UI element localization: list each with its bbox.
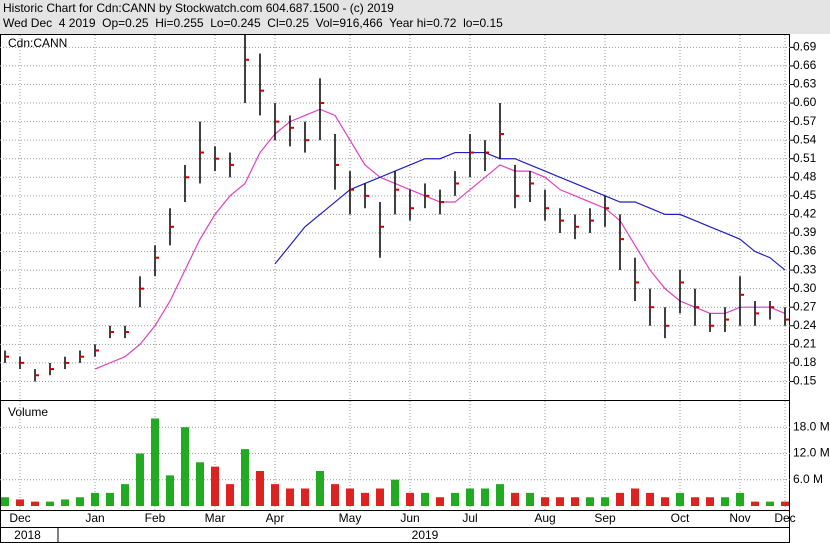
- volume-bar: [181, 427, 189, 506]
- year-label: 2019: [412, 528, 439, 542]
- y-tick-label: 18.0 M: [793, 419, 830, 433]
- volume-bar: [526, 492, 534, 506]
- volume-bar: [61, 499, 69, 506]
- y-tick-label: 0.51: [793, 151, 817, 165]
- x-tick-label: Oct: [671, 511, 690, 525]
- volume-bar: [631, 488, 639, 506]
- volume-bar: [496, 484, 504, 506]
- volume-bar: [391, 479, 399, 506]
- x-tick-label: Sep: [594, 511, 616, 525]
- x-tick-label: Dec: [774, 511, 795, 525]
- moving-average: [274, 151, 786, 271]
- y-tick-label: 0.54: [793, 132, 817, 146]
- volume-bar: [451, 492, 459, 506]
- volume-bar: [376, 488, 384, 506]
- x-tick-label: Dec: [9, 511, 30, 525]
- volume-bar: [691, 497, 699, 506]
- y-tick-label: 0.69: [793, 40, 817, 54]
- volume-bar: [466, 488, 474, 506]
- x-tick-label: Feb: [145, 511, 166, 525]
- volume-bar: [646, 492, 654, 506]
- volume-bar: [136, 453, 144, 506]
- volume-bar: [781, 501, 789, 506]
- x-tick-label: Jan: [85, 511, 104, 525]
- y-tick-label: 0.21: [793, 336, 817, 350]
- volume-bar: [16, 499, 24, 506]
- date-panel: [0, 510, 790, 543]
- volume-bar: [121, 484, 129, 506]
- x-tick-label: Jul: [462, 511, 477, 525]
- volume-bar: [751, 501, 759, 506]
- y-tick-label: 0.45: [793, 188, 817, 202]
- volume-bar: [661, 497, 669, 506]
- y-tick-label: 0.39: [793, 225, 817, 239]
- y-tick-label: 0.15: [793, 374, 817, 388]
- volume-bar: [361, 492, 369, 506]
- volume-bar: [421, 492, 429, 506]
- x-tick-label: Nov: [729, 511, 750, 525]
- y-tick-label: 0.36: [793, 244, 817, 258]
- volume-bar: [706, 497, 714, 506]
- volume-bar: [721, 497, 729, 506]
- volume-bar: [481, 488, 489, 506]
- volume-bar: [511, 492, 519, 506]
- x-tick-label: May: [339, 511, 362, 525]
- volume-bar: [616, 492, 624, 506]
- y-tick-label: 0.60: [793, 95, 817, 109]
- volume-bar: [76, 497, 84, 506]
- chart-subtitle: Wed Dec 4 2019 Op=0.25 Hi=0.255 Lo=0.245…: [3, 16, 503, 30]
- volume-bar: [406, 492, 414, 506]
- y-tick-label: 0.48: [793, 169, 817, 183]
- y-tick-label: 0.27: [793, 299, 817, 313]
- price-panel: [0, 34, 790, 401]
- volume-bar: [241, 449, 249, 506]
- symbol-label: Cdn:CANN: [8, 36, 67, 50]
- volume-bar: [226, 484, 234, 506]
- volume-bar: [316, 471, 324, 506]
- volume-bar: [601, 497, 609, 506]
- volume-bar: [286, 488, 294, 506]
- volume-bar: [271, 484, 279, 506]
- y-tick-label: 0.33: [793, 262, 817, 276]
- volume-bar: [766, 501, 774, 506]
- volume-bar: [436, 497, 444, 506]
- volume-bar: [556, 497, 564, 506]
- volume-bar: [256, 471, 264, 506]
- volume-bar: [31, 501, 39, 506]
- year-label: 2018: [14, 528, 41, 542]
- volume-bar: [346, 488, 354, 506]
- volume-bar: [676, 492, 684, 506]
- y-tick-label: 0.63: [793, 77, 817, 91]
- y-tick-label: 0.30: [793, 281, 817, 295]
- volume-bar: [1, 497, 9, 506]
- volume-bar: [571, 497, 579, 506]
- x-tick-label: Mar: [205, 511, 226, 525]
- y-tick-label: 0.66: [793, 58, 817, 72]
- volume-label: Volume: [8, 405, 48, 419]
- x-tick-label: Apr: [266, 511, 285, 525]
- y-tick-label: 0.18: [793, 355, 817, 369]
- volume-bar: [91, 492, 99, 506]
- volume-bar: [331, 484, 339, 506]
- y-tick-label: 0.24: [793, 318, 817, 332]
- chart-title: Historic Chart for Cdn:CANN by Stockwatc…: [3, 1, 394, 15]
- volume-bar: [151, 418, 159, 506]
- y-tick-label: 6.0 M: [793, 472, 823, 486]
- header-band: [0, 0, 830, 34]
- x-tick-label: Jun: [400, 511, 419, 525]
- y-tick-label: 0.42: [793, 207, 817, 221]
- volume-bar: [211, 466, 219, 506]
- volume-bar: [541, 497, 549, 506]
- volume-bar: [46, 501, 54, 506]
- volume-bar: [736, 492, 744, 506]
- volume-bar: [586, 497, 594, 506]
- volume-bar: [106, 492, 114, 506]
- volume-bar: [166, 475, 174, 506]
- volume-bar: [301, 488, 309, 506]
- y-tick-label: 0.57: [793, 114, 817, 128]
- y-tick-label: 12.0 M: [793, 446, 830, 460]
- volume-bar: [196, 462, 204, 506]
- x-tick-label: Aug: [534, 511, 555, 525]
